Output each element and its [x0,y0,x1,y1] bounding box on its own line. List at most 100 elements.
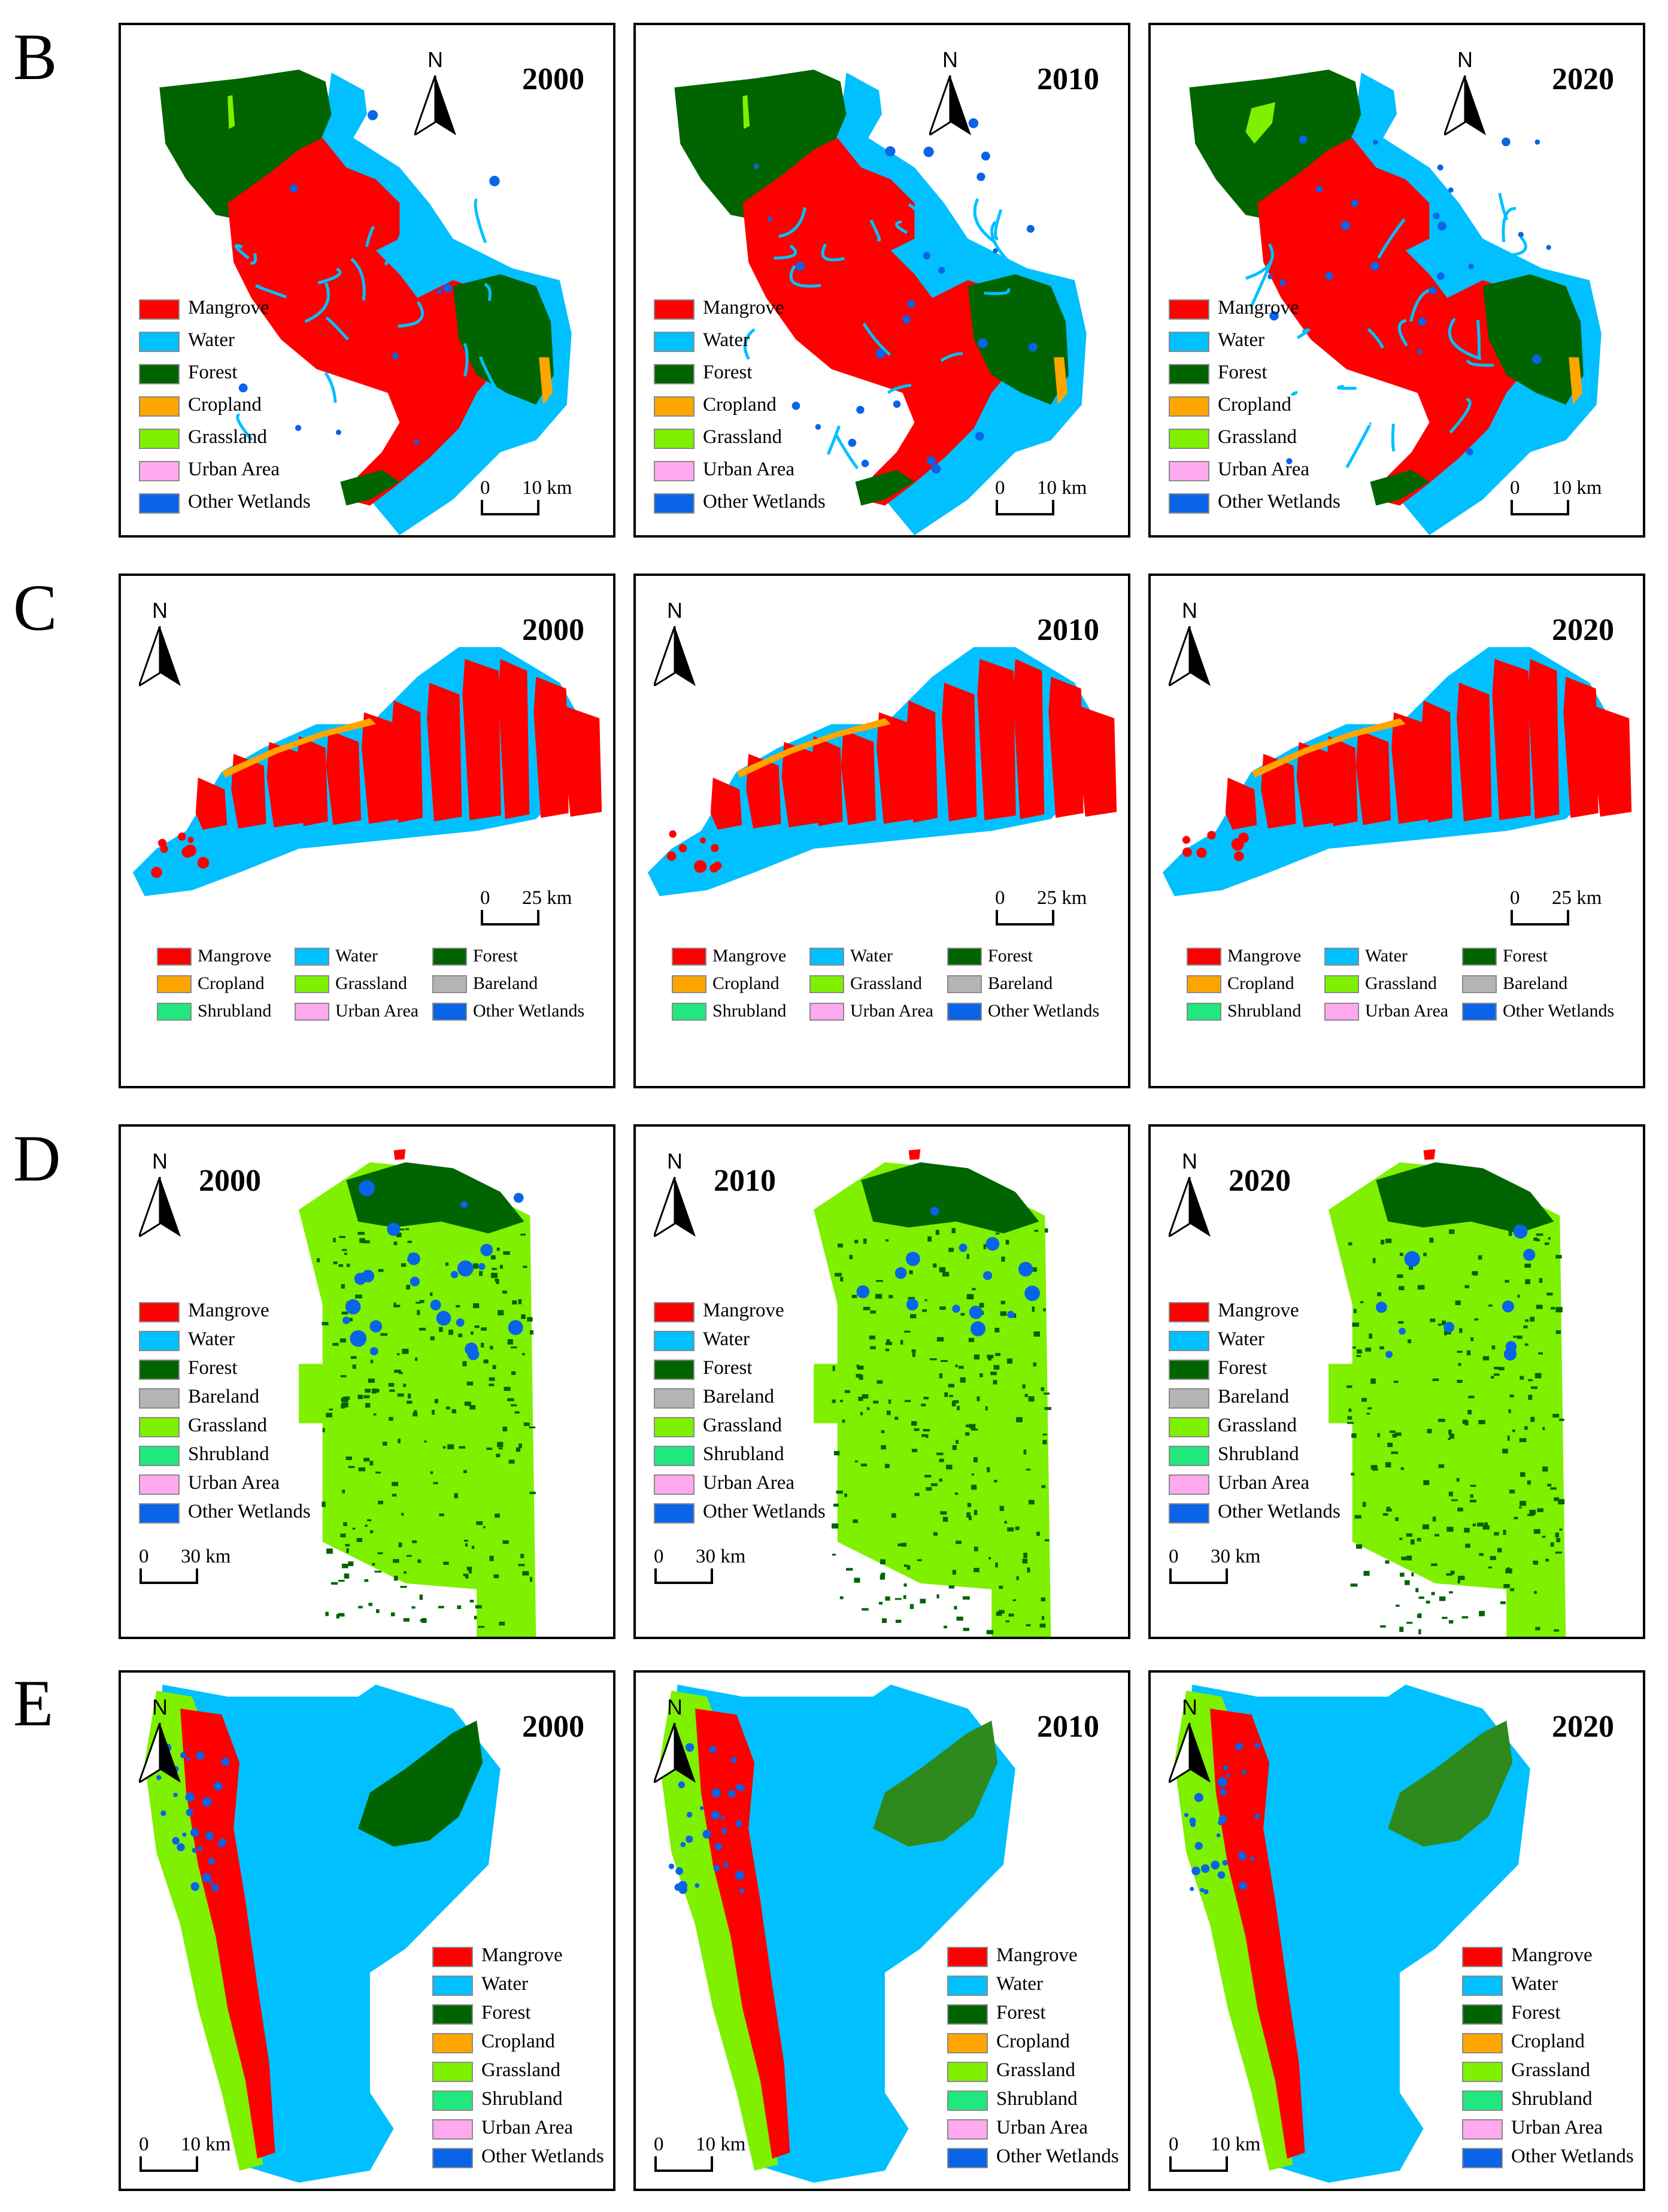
map-panel: N 2020 Mangrove Water Forest Bareland Grasslan… [1148,1124,1645,1639]
forest-patch [1500,1601,1506,1604]
map-layer [299,1149,536,1637]
forest-patch [473,1263,478,1269]
forest-patch [959,1366,964,1369]
forest-patch [511,1371,516,1375]
forest-patch [363,1240,370,1243]
forest-patch [1022,1558,1028,1564]
wetland-patch [1299,135,1308,144]
forest-patch [325,1612,329,1616]
legend-label: Cropland [481,2031,555,2052]
forest-patch [339,1338,346,1343]
forest-patch [333,1261,338,1264]
forest-patch [1016,1576,1019,1580]
river-channel [928,195,938,226]
forest-patch [972,1288,976,1291]
forest-patch [881,1430,885,1433]
forest-patch [1491,1345,1496,1350]
forest-patch [465,1574,469,1579]
map-panel: N 2020 Mangrove Water Forest Cropland Grasslan… [1148,1670,1645,2191]
forest-patch [433,1482,438,1485]
forest-patch [348,1465,355,1468]
forest-patch [1472,1271,1478,1276]
legend-label: Grassland [703,426,782,448]
forest-patch [1479,1553,1484,1556]
mangrove-island [1527,659,1560,820]
forest-patch [1459,1328,1463,1333]
forest-patch [1457,1351,1463,1353]
legend-label: Water [1218,329,1264,351]
legend-swatch [947,1003,982,1021]
forest-patch [430,1336,435,1340]
legend-label: Mangrove [481,1944,563,1966]
forest-patch [885,1342,893,1345]
scale-end-label: 10 km [522,477,572,499]
legend-swatch [1169,332,1209,352]
forest-patch [383,1442,387,1446]
wetland-patch [289,184,298,193]
forest-patch [1494,1367,1500,1370]
legend-label: Mangrove [703,297,784,318]
north-label: N [427,47,443,72]
legend-swatch [1462,2004,1503,2025]
legend-label: Urban Area [703,459,795,480]
forest-patch [1546,1292,1553,1296]
forest-patch [364,1579,369,1582]
forest-patch [886,1410,891,1415]
forest-patch [417,1559,421,1563]
wetland-patch [686,1743,695,1752]
forest-patch [1528,1379,1533,1382]
legend-swatch [432,2004,473,2025]
legend-swatch [157,975,192,993]
mangrove-islet [669,830,677,838]
forest-patch [914,1428,920,1431]
forest-patch [906,1565,911,1570]
map-layer [1162,647,1632,896]
forest-patch [365,1403,371,1408]
forest-patch [352,1528,356,1530]
mangrove-region [742,138,1039,506]
scale-end-label: 25 km [522,887,572,909]
water-body [387,1222,401,1236]
north-label: N [152,1695,168,1719]
north-arrow: N [654,1697,696,1786]
forest-patch [1477,1522,1484,1527]
forest-patch [880,1574,885,1580]
cropland-strip [1569,357,1582,405]
forest-patch [1490,1376,1494,1379]
year-label: 2000 [522,1710,584,1744]
river-channel [887,383,912,395]
scale-end-label: 10 km [181,2134,231,2155]
wetland-patch [815,424,821,430]
forest-region [1376,1162,1554,1234]
forest-patch [968,1337,975,1342]
forest-patch [1533,1237,1538,1241]
forest-patch [1525,1319,1529,1322]
legend-swatch [432,2119,473,2140]
wetland-patch [1026,224,1035,233]
map-layer [674,69,1087,535]
forest-patch [457,1605,462,1609]
legend-label: Bareland [703,1386,775,1407]
forest-patch [1509,1394,1514,1398]
map-panel: N 2000 Mangrove Water Forest Bareland Grasslan… [119,1124,615,1639]
forest-patch [1406,1533,1412,1537]
wetland-patch [1502,137,1511,147]
forest-patch [1001,1257,1005,1262]
forest-patch [380,1333,388,1336]
legend-label: Mangrove [188,1300,269,1321]
forest-patch [1377,1433,1380,1437]
water-body [1018,1261,1033,1277]
mangrove-island [1225,777,1257,830]
forest-patch [1393,1380,1399,1383]
forest-patch [904,1400,911,1403]
mangrove-islet [1207,832,1214,838]
forest-patch [948,1585,955,1589]
forest-patch [839,1596,844,1600]
forest-patch [430,1292,433,1297]
river-channel [304,282,330,323]
forest-patch [1362,1501,1366,1507]
river-channel [1296,328,1310,339]
forest-patch [392,1482,399,1486]
north-label: N [667,1149,683,1173]
legend-swatch [139,461,180,481]
